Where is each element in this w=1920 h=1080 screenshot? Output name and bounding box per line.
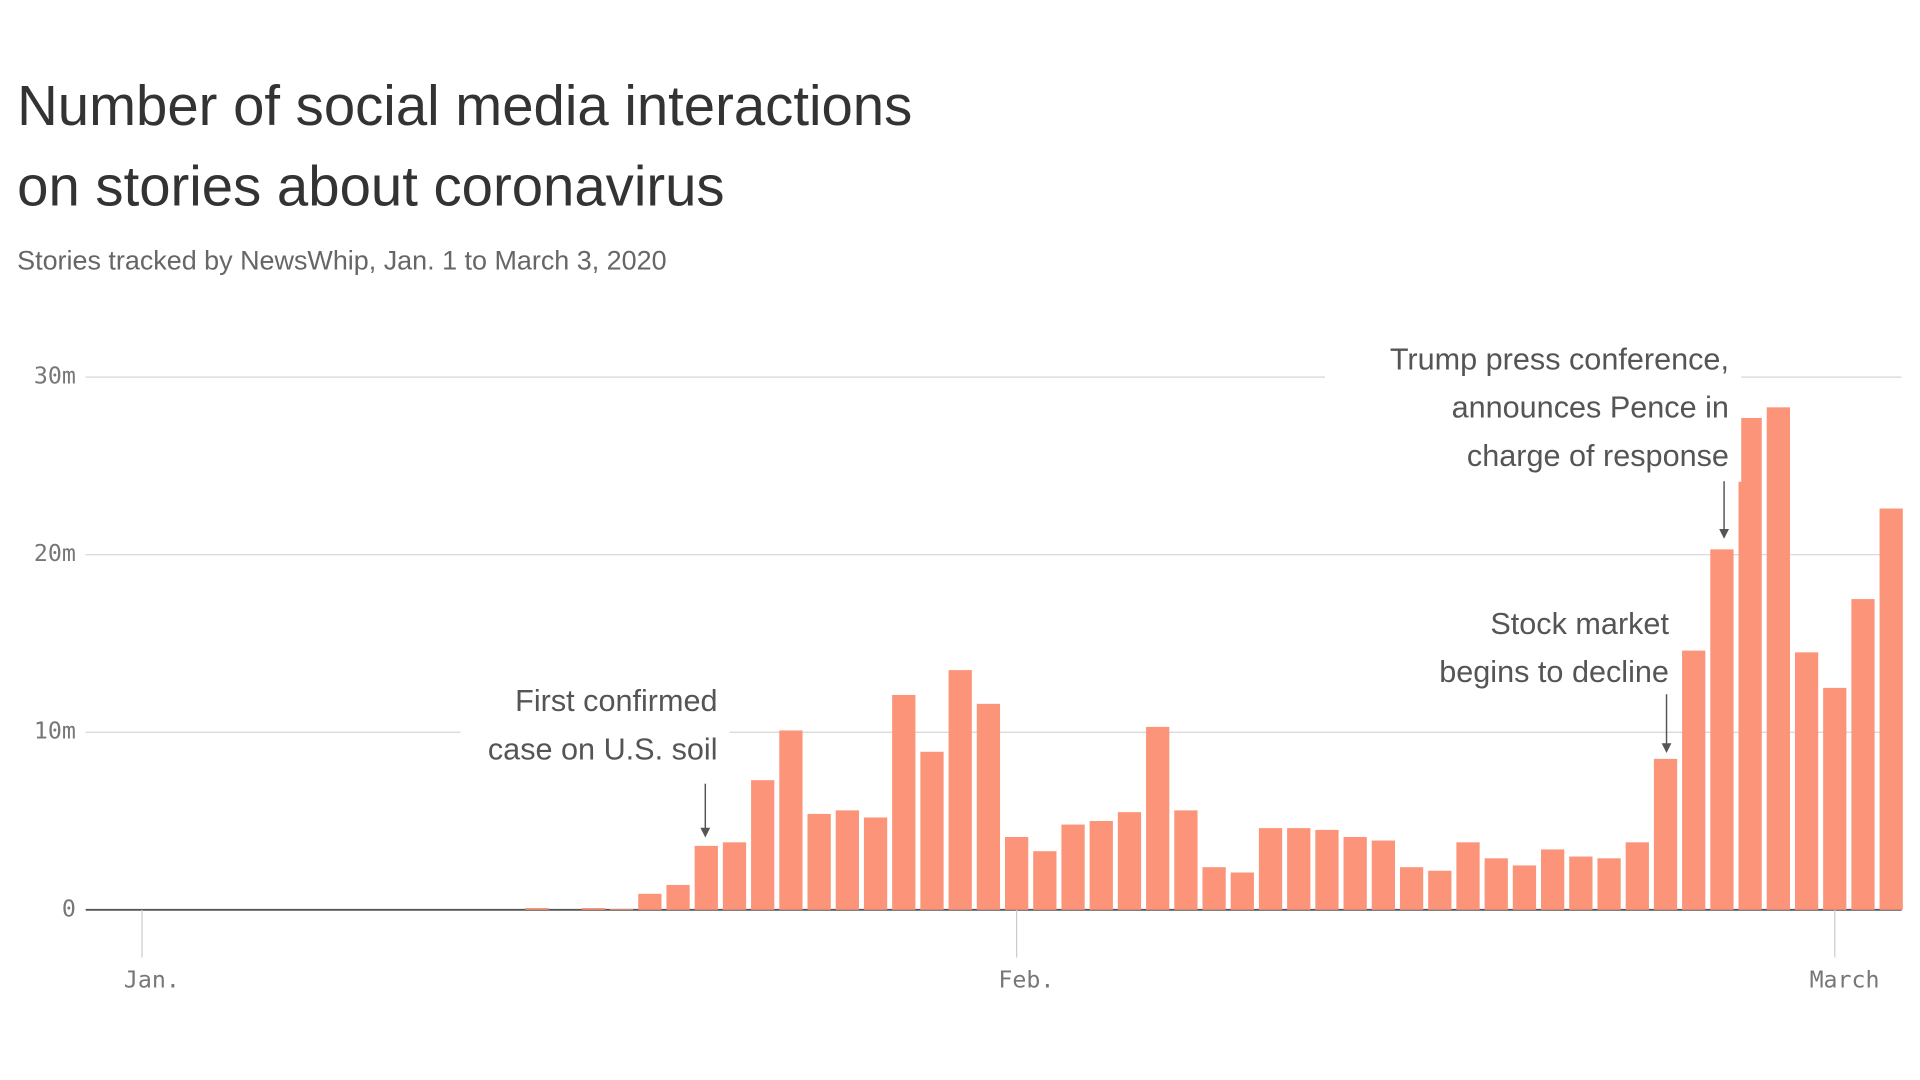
annotation-arrowhead (1719, 528, 1729, 539)
bar (779, 730, 803, 910)
annotation-text: First confirmed (515, 684, 717, 718)
bar (1146, 726, 1170, 910)
bar (1794, 652, 1819, 910)
bar (1004, 837, 1029, 910)
bar (1456, 842, 1480, 910)
bar (525, 908, 549, 910)
bar (1766, 407, 1790, 910)
bar (1625, 842, 1649, 910)
chart-subtitle: Stories tracked by NewsWhip, Jan. 1 to M… (17, 245, 666, 275)
annotation-arrowhead (700, 827, 711, 838)
y-tick-label: 30m (34, 363, 76, 390)
bar (610, 908, 634, 910)
bar (581, 908, 606, 910)
bar (1484, 858, 1508, 910)
bar (1682, 650, 1706, 910)
bar (666, 884, 690, 910)
annotation-text: begins to decline (1439, 655, 1669, 689)
bar (1399, 867, 1424, 910)
bar (1371, 840, 1396, 910)
annotation-text: case on U.S. soil (488, 732, 718, 766)
y-tick-label: 0 (62, 895, 76, 922)
bar (1823, 687, 1847, 910)
x-tick-label: Jan. (124, 966, 180, 993)
bar (1879, 508, 1903, 910)
annotation-text: Trump press conference, (1390, 342, 1729, 376)
bar (920, 751, 944, 910)
annotation-bg (1411, 601, 1682, 698)
bar (1230, 872, 1254, 910)
annotation-text: Stock market (1490, 607, 1669, 641)
bar (1287, 828, 1311, 910)
bar (835, 810, 859, 910)
bar (1202, 867, 1226, 910)
bar (1089, 821, 1113, 910)
bar (1315, 829, 1339, 910)
bar (694, 845, 718, 910)
chart-title: Number of social media interactions (17, 74, 912, 137)
bar (1851, 599, 1875, 910)
bar (807, 813, 831, 910)
bar (1033, 851, 1057, 910)
bar (1174, 810, 1198, 910)
bar (892, 694, 916, 910)
bar (751, 780, 775, 910)
bar (1597, 858, 1621, 910)
bar (863, 817, 888, 910)
bar (1061, 824, 1085, 910)
bar (1343, 837, 1367, 910)
annotation-text: charge of response (1467, 439, 1729, 473)
x-tick-label: March (1810, 966, 1880, 993)
annotation-text: announces Pence in (1452, 391, 1729, 425)
annotation-arrowhead (1661, 743, 1672, 754)
bar (1541, 849, 1565, 910)
bar (722, 842, 747, 910)
bar (948, 670, 972, 910)
bar (1428, 870, 1452, 910)
annotation-bg (1324, 336, 1742, 482)
bar (1569, 856, 1593, 910)
bar (1117, 812, 1142, 910)
y-tick-label: 20m (34, 540, 76, 567)
chart-title: on stories about coronavirus (17, 155, 724, 218)
bar (1512, 865, 1537, 910)
bar (1710, 549, 1734, 910)
bar (976, 703, 1001, 910)
bar (1738, 417, 1762, 910)
annotation-bg (460, 678, 730, 776)
bar (638, 893, 662, 910)
y-tick-label: 10m (34, 718, 76, 745)
x-tick-label: Feb. (998, 966, 1054, 993)
bar (1258, 828, 1283, 910)
bar (1653, 758, 1678, 910)
